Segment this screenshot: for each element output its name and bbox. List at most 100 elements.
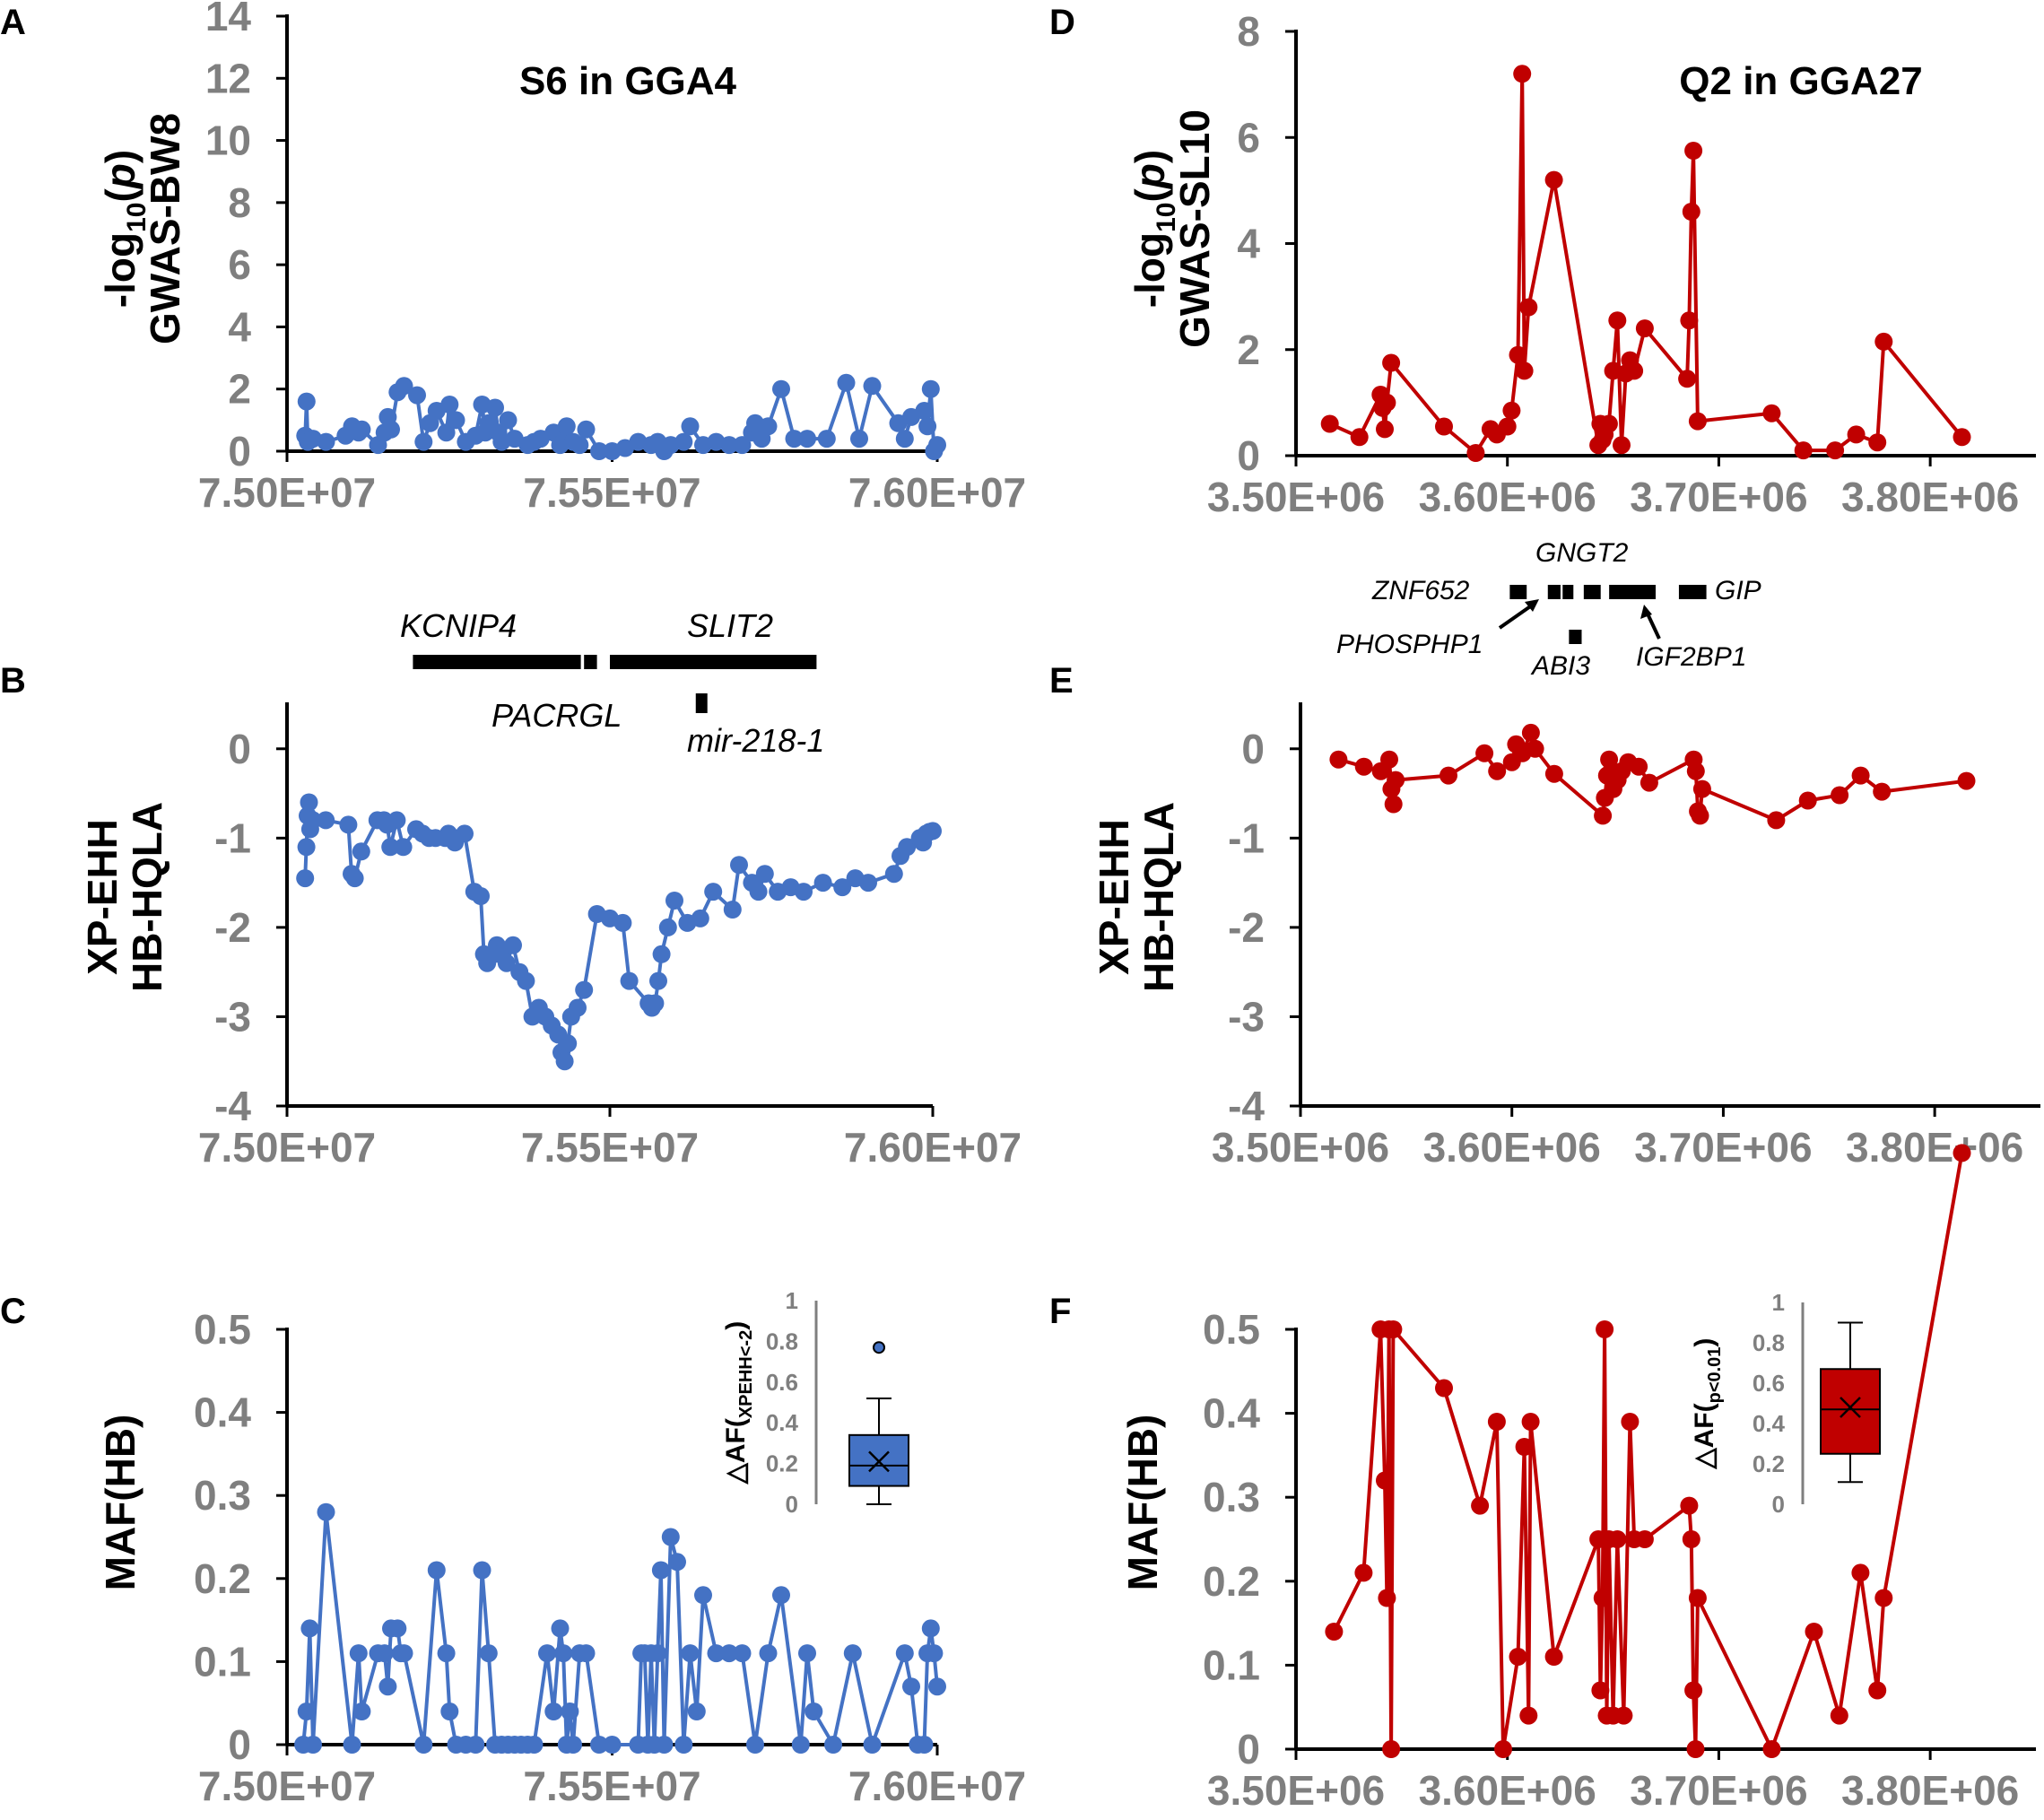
inset-tick-label-f: 0.8 [1753,1329,1785,1356]
data-point-e [1831,786,1849,805]
data-point-a [928,436,946,455]
x-tick-label-e: 3.60E+06 [1423,1124,1601,1171]
data-point-e [1798,791,1817,810]
data-point-b [472,887,490,905]
data-point-f [1384,1320,1403,1338]
x-tick-label-e: 3.70E+06 [1634,1124,1812,1171]
data-point-d [1682,203,1700,221]
data-point-c [791,1736,810,1754]
inset-tick-label-c: 0 [786,1491,798,1518]
data-point-e [1488,762,1507,780]
series-line-d [1328,72,1964,455]
data-point-d [1498,417,1517,436]
data-point-a [297,392,316,411]
data-point-f [1868,1681,1887,1700]
data-point-d [1376,420,1394,439]
x-tick-label-d: 3.80E+06 [1841,474,2019,520]
chart-b: -4 -3 -2 -1 0 7.50E+07 7.55E+07 7.60E+07 [198,702,1022,1171]
data-point-e [1354,757,1373,776]
y-tick-label-c: 0.2 [194,1555,251,1602]
data-point-c [603,1736,622,1754]
data-point-c [551,1619,570,1638]
inset-ylabel-c: △AF(XPEHH<-2) [721,1321,756,1485]
data-point-a [918,417,937,436]
data-point-f [1953,1144,1971,1163]
data-point-c [561,1702,579,1720]
data-point-b [555,1052,574,1071]
data-point-e [1387,771,1405,789]
y-tick-label-b: -4 [214,1083,251,1129]
y-tick-label-c: 0.5 [194,1306,251,1353]
data-point-e [1526,739,1544,758]
x-tick-label-a: 7.55E+07 [523,469,700,516]
data-point-a [414,432,433,451]
data-point-c [651,1561,670,1580]
data-point-a [798,430,816,448]
data-point-d [1544,170,1563,189]
data-point-f [1596,1320,1614,1338]
data-point-a [437,423,456,442]
y-tick-label-b: -2 [214,904,251,951]
inset-tick-label-c: 0.2 [766,1450,798,1477]
data-point-b [559,1034,578,1053]
y-tick-label-e: -3 [1228,993,1265,1040]
data-point-d [1688,412,1707,431]
x-tick-label-a: 7.50E+07 [198,469,376,516]
data-point-e [1873,782,1892,801]
data-point-c [674,1736,693,1754]
inset-box-c: 0 0.2 0.4 0.6 0.8 1 △AF(XPEHH<-2) [721,1287,909,1518]
gene-bar-igf2bp1 [1609,585,1656,599]
inset-ylabel-sub: p<0.01 [1705,1347,1725,1404]
data-point-d [1435,417,1453,436]
data-point-b [575,980,594,999]
data-point-c [720,1644,738,1663]
gene-bar-kcnip4 [413,655,581,669]
data-point-d [1684,142,1703,160]
data-point-a [681,417,700,436]
data-point-c [479,1644,498,1663]
inset-mean-marker-c [868,1450,890,1473]
y-tick-label-f: 0.2 [1203,1558,1260,1605]
gene-bar-phosphp1 [1547,585,1561,599]
gene-bar-pacrgl [584,655,597,669]
arrowhead-phosphp1 [1525,599,1539,612]
data-point-b [352,842,370,861]
data-point-c [388,1619,407,1638]
y-tick-label-e: -2 [1228,904,1265,951]
arrowhead-igf2bp1 [1640,605,1652,619]
data-point-b [646,994,665,1013]
data-point-b [813,874,832,893]
x-tick-label-e: 3.80E+06 [1846,1124,2023,1171]
y-tick-label-c: 0 [228,1721,251,1768]
data-point-b [924,822,942,840]
gene-label-pacrgl: PACRGL [491,697,622,734]
y-tick-label-a: 6 [228,241,251,288]
insets: 00.20.40.60.81△AF(XPEHH<-2)00.20.40.60.8… [721,1287,1881,1518]
x-tick-label-d: 3.70E+06 [1630,474,1807,520]
inset-ylabel-suffix: ) [721,1321,751,1330]
data-point-f [1830,1706,1848,1725]
chart-c: 0 0.1 0.2 0.3 0.4 0.5 7.50E+07 7.55E+07 7.60E+07 [194,1306,1026,1809]
data-point-f [1684,1681,1703,1700]
data-point-d [1608,311,1627,330]
inset-box-body-c [848,1433,909,1487]
data-point-f [1521,1413,1540,1431]
data-point-c [655,1736,674,1754]
gene-label-abi3: ABI3 [1530,651,1590,681]
data-point-c [554,1644,573,1663]
x-tick-label-f: 3.60E+06 [1419,1767,1596,1814]
chart-a: 0 2 4 6 8 10 12 14 7.50E+07 7.55E+07 7.60E+07 [198,0,1026,516]
data-point-b [884,865,903,884]
data-point-b [387,811,406,830]
x-tick-label-d: 3.60E+06 [1419,474,1596,520]
x-tick-label-b: 7.55E+07 [521,1124,699,1171]
data-point-e [1384,795,1403,814]
data-point-b [296,869,315,888]
data-point-c [440,1702,459,1720]
y-tick-label-a: 12 [205,55,251,101]
data-point-c [590,1736,608,1754]
data-point-c [564,1736,582,1754]
gene-label-znf652: ZNF652 [1371,576,1470,605]
data-point-b [317,811,335,830]
